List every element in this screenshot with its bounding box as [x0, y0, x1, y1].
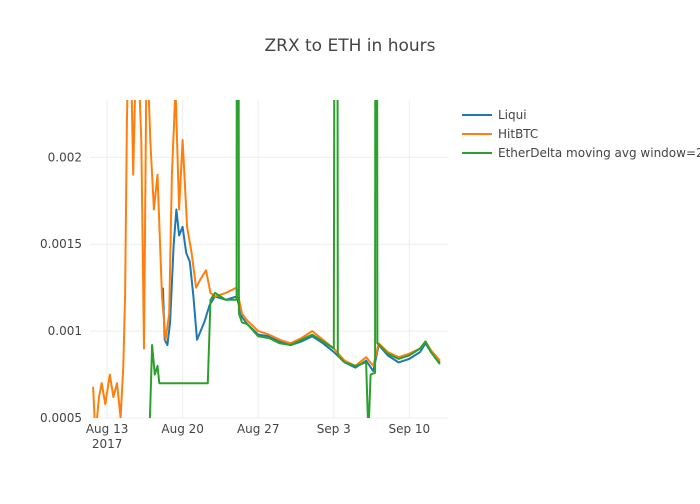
legend-label: HitBTC — [498, 127, 538, 141]
legend[interactable]: Liqui HitBTC EtherDelta moving avg window=… — [462, 108, 700, 160]
series-line-hitbtc — [92, 100, 441, 418]
legend-item[interactable]: Liqui — [462, 108, 527, 122]
y-axis: 0.0005 0.001 0.0015 0.002 — [40, 150, 82, 425]
x-tick-label: Aug 27 — [237, 422, 280, 436]
x-tick-label: Sep 3 — [317, 422, 351, 436]
x-tick-label: Aug 20 — [161, 422, 204, 436]
y-tick-label: 0.0005 — [40, 411, 82, 425]
y-tick-label: 0.0015 — [40, 237, 82, 251]
series-line-etherdelta — [148, 100, 441, 418]
legend-label: Liqui — [498, 108, 527, 122]
legend-item[interactable]: EtherDelta moving avg window=2 — [462, 146, 700, 160]
legend-item[interactable]: HitBTC — [462, 127, 538, 141]
plot-area[interactable] — [92, 0, 441, 435]
legend-label: EtherDelta moving avg window=2 — [498, 146, 700, 160]
y-tick-label: 0.002 — [48, 150, 82, 164]
chart-title: ZRX to ETH in hours — [265, 36, 436, 56]
y-tick-label: 0.001 — [48, 324, 82, 338]
x-tick-sublabel: 2017 — [92, 437, 123, 451]
x-tick-label: Aug 13 — [86, 422, 129, 436]
series-line-liqui — [161, 208, 441, 373]
x-tick-label: Sep 10 — [388, 422, 430, 436]
